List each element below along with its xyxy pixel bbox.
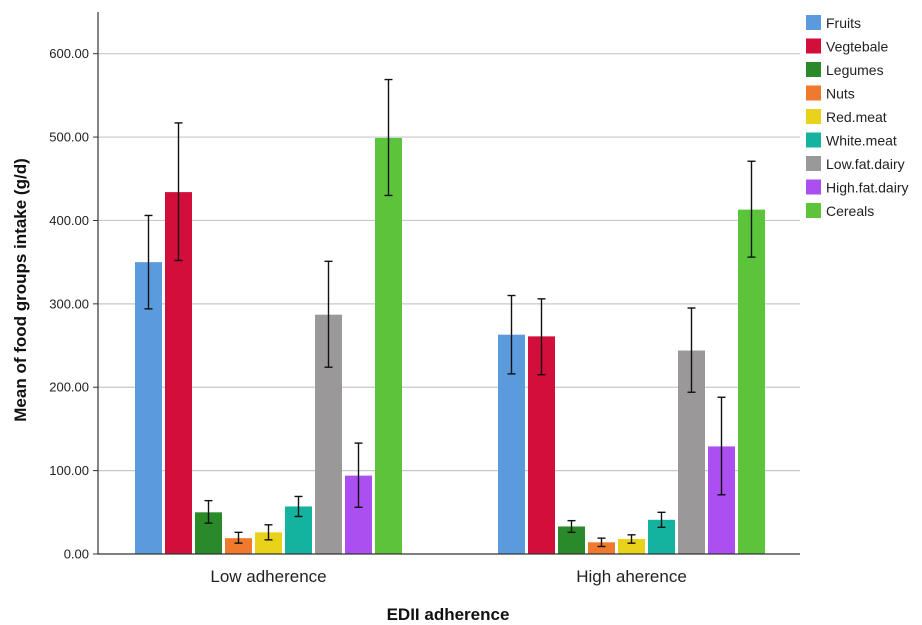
- legend: Fruits Vegtebale Legumes Nuts Red.meat White.…: [806, 15, 908, 219]
- bar-nuts: [588, 542, 615, 554]
- category-label: High aherence: [576, 567, 687, 586]
- legend-item: Low.fat.dairy: [806, 156, 905, 172]
- error-bar: [597, 537, 606, 548]
- error-bar: [507, 294, 516, 375]
- legend-item: Legumes: [806, 62, 884, 78]
- y-tick-labels: 0.00 100.00 200.00 300.00 400.00 500.00 600.00: [49, 46, 89, 561]
- bar-cereals: [738, 209, 765, 555]
- legend-swatch: [806, 62, 821, 77]
- legend-label: Fruits: [826, 15, 861, 31]
- bar-red-meat: [618, 538, 645, 554]
- bar-cereals: [375, 137, 402, 554]
- error-bar: [144, 214, 153, 310]
- bars: [135, 137, 765, 555]
- legend-label: Legumes: [826, 62, 884, 78]
- error-bar: [204, 499, 213, 524]
- category-label: Low adherence: [210, 567, 326, 586]
- legend-item: White.meat: [806, 132, 897, 149]
- error-bar: [294, 495, 303, 518]
- error-bar: [354, 442, 363, 509]
- error-bar: [657, 511, 666, 529]
- error-bar: [174, 122, 183, 262]
- error-bar: [687, 307, 696, 393]
- legend-item: Fruits: [806, 15, 861, 31]
- error-bars: [144, 78, 756, 548]
- error-bar: [717, 396, 726, 496]
- axes: [97, 12, 800, 555]
- y-tick-label: 600.00: [49, 46, 89, 61]
- legend-swatch: [806, 132, 821, 148]
- y-tick-label: 400.00: [49, 213, 89, 228]
- legend-label: White.meat: [826, 133, 897, 149]
- legend-label: Low.fat.dairy: [826, 156, 905, 172]
- bar-fruits: [135, 262, 162, 554]
- error-bar: [384, 78, 393, 197]
- x-axis-title: EDII adherence: [387, 605, 510, 624]
- legend-label: Red.meat: [826, 109, 887, 125]
- y-tick-label: 300.00: [49, 296, 89, 311]
- error-bar: [234, 531, 243, 544]
- error-bar: [537, 298, 546, 376]
- y-tick-label: 500.00: [49, 130, 89, 145]
- legend-item: High.fat.dairy: [806, 179, 908, 196]
- legend-swatch: [806, 109, 821, 124]
- error-bar: [324, 260, 333, 368]
- legend-label: High.fat.dairy: [826, 180, 908, 196]
- legend-item: Red.meat: [806, 109, 887, 125]
- legend-swatch: [806, 156, 821, 171]
- legend-swatch: [806, 203, 821, 218]
- legend-swatch: [806, 85, 821, 101]
- error-bar: [747, 160, 756, 258]
- y-tick-label: 100.00: [49, 463, 89, 478]
- y-axis-title: Mean of food groups intake (g/d): [11, 158, 30, 421]
- legend-swatch: [806, 15, 821, 30]
- bar-red-meat: [255, 532, 282, 554]
- legend-swatch: [806, 179, 821, 195]
- error-bar: [264, 524, 273, 541]
- y-tick-label: 200.00: [49, 380, 89, 395]
- legend-label: Nuts: [826, 86, 855, 102]
- legend-item: Nuts: [806, 85, 855, 102]
- legend-item: Vegtebale: [806, 38, 888, 55]
- legend-swatch: [806, 38, 821, 54]
- x-category-labels: Low adherence High aherence: [210, 567, 686, 586]
- legend-label: Vegtebale: [826, 39, 888, 55]
- legend-label: Cereals: [826, 203, 874, 219]
- bar-nuts: [225, 538, 252, 554]
- y-tick-label: 0.00: [64, 547, 89, 562]
- error-bar: [567, 519, 576, 534]
- legend-item: Cereals: [806, 203, 874, 219]
- error-bar: [627, 534, 636, 544]
